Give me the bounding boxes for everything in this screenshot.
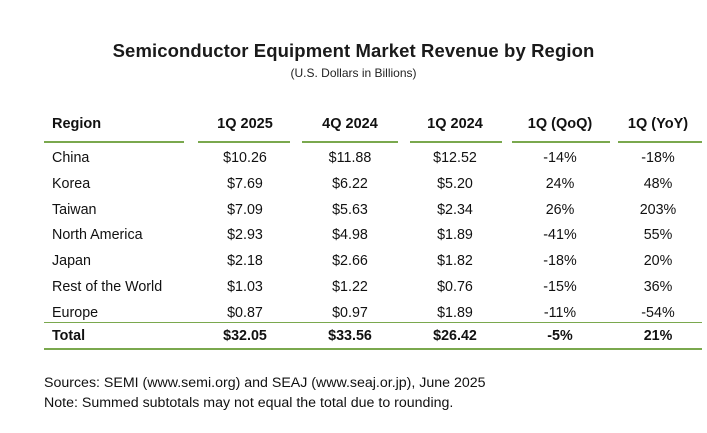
header-1q-2024: 1Q 2024	[427, 116, 483, 132]
bottom-rule	[44, 348, 702, 350]
cell-region: Europe	[52, 305, 99, 321]
cell-yoy: -54%	[641, 305, 675, 321]
rounding-note: Note: Summed subtotals may not equal the…	[44, 395, 454, 411]
header-rule-1q-2025	[198, 141, 290, 143]
header-1q-2025: 1Q 2025	[217, 116, 273, 132]
cell-1q-2025: $7.09	[227, 202, 263, 218]
total-cell-yoy: 21%	[643, 328, 673, 344]
cell-region: Taiwan	[52, 202, 97, 218]
header-rule-region	[44, 141, 184, 143]
cell-region: Korea	[52, 176, 91, 192]
cell-1q-2024: $1.89	[437, 227, 473, 243]
cell-1q-2025: $2.93	[227, 227, 263, 243]
header-qoq: 1Q (QoQ)	[527, 116, 593, 132]
cell-qoq: -41%	[543, 227, 577, 243]
cell-qoq: 24%	[545, 176, 575, 192]
total-cell-1q-2024: $26.42	[433, 328, 477, 344]
cell-region: Rest of the World	[52, 279, 163, 295]
cell-1q-2025: $0.87	[227, 305, 263, 321]
cell-1q-2024: $0.76	[437, 279, 473, 295]
cell-4q-2024: $2.66	[332, 253, 368, 269]
cell-1q-2024: $1.89	[437, 305, 473, 321]
sources-note: Sources: SEMI (www.semi.org) and SEAJ (w…	[44, 375, 486, 391]
cell-4q-2024: $11.88	[328, 150, 372, 166]
cell-yoy: 20%	[643, 253, 673, 269]
cell-4q-2024: $5.63	[332, 202, 368, 218]
cell-qoq: 26%	[545, 202, 575, 218]
page-subtitle: (U.S. Dollars in Billions)	[290, 66, 417, 80]
cell-yoy: 203%	[639, 202, 677, 218]
cell-region: Japan	[52, 253, 91, 269]
total-cell-region: Total	[52, 328, 86, 344]
cell-4q-2024: $4.98	[332, 227, 368, 243]
cell-yoy: 36%	[643, 279, 673, 295]
cell-region: North America	[52, 227, 143, 243]
cell-yoy: 48%	[643, 176, 673, 192]
cell-4q-2024: $6.22	[332, 176, 368, 192]
header-yoy: 1Q (YoY)	[627, 116, 689, 132]
header-rule-4q-2024	[302, 141, 398, 143]
cell-qoq: -15%	[543, 279, 577, 295]
total-cell-qoq: -5%	[547, 328, 573, 344]
cell-1q-2024: $2.34	[437, 202, 473, 218]
page-title: Semiconductor Equipment Market Revenue b…	[112, 40, 595, 61]
cell-qoq: -18%	[543, 253, 577, 269]
cell-yoy: -18%	[641, 150, 675, 166]
cell-1q-2024: $5.20	[437, 176, 473, 192]
cell-4q-2024: $0.97	[332, 305, 368, 321]
header-rule-1q-2024	[410, 141, 502, 143]
cell-1q-2024: $12.52	[433, 150, 477, 166]
total-cell-4q-2024: $33.56	[328, 328, 372, 344]
cell-1q-2025: $10.26	[223, 150, 267, 166]
header-region: Region	[52, 116, 102, 132]
cell-4q-2024: $1.22	[332, 279, 368, 295]
header-rule-yoy	[618, 141, 702, 143]
cell-qoq: -14%	[543, 150, 577, 166]
cell-qoq: -11%	[543, 305, 577, 321]
cell-1q-2025: $1.03	[227, 279, 263, 295]
cell-1q-2025: $2.18	[227, 253, 263, 269]
header-4q-2024: 4Q 2024	[322, 116, 378, 132]
cell-1q-2025: $7.69	[227, 176, 263, 192]
cell-1q-2024: $1.82	[437, 253, 473, 269]
cell-yoy: 55%	[643, 227, 673, 243]
cell-region: China	[52, 150, 90, 166]
header-rule-qoq	[512, 141, 610, 143]
total-cell-1q-2025: $32.05	[223, 328, 267, 344]
total-separator	[44, 322, 702, 323]
